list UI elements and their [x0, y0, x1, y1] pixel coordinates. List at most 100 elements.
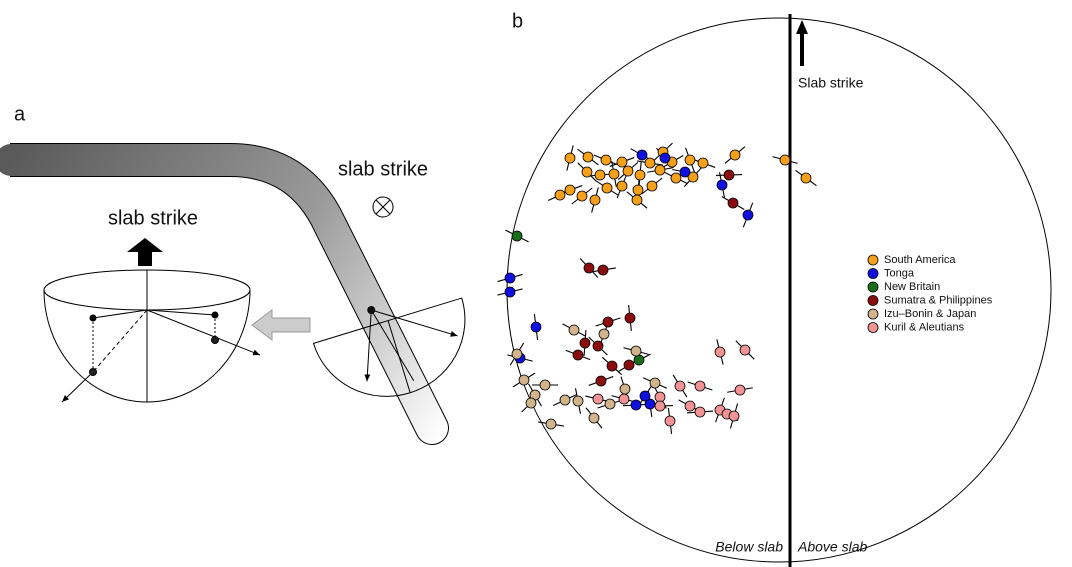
legend-marker [867, 281, 879, 293]
point [716, 179, 728, 191]
point [654, 400, 666, 412]
point [559, 394, 571, 406]
point [564, 184, 576, 196]
hemisphere-right [312, 297, 466, 397]
below-caption: Below slab [715, 539, 783, 555]
point [659, 152, 671, 164]
slab [0, 140, 449, 445]
point [654, 164, 666, 176]
point [594, 169, 606, 181]
point [595, 375, 607, 387]
point [649, 377, 661, 389]
point [619, 383, 631, 395]
hemisphere-left [43, 269, 261, 403]
legend-marker [867, 254, 879, 266]
point [530, 321, 542, 333]
point [632, 184, 644, 196]
point [684, 400, 696, 412]
point [606, 360, 618, 372]
slab-strike-caption: slab strike [338, 158, 428, 180]
strike-arrow [127, 238, 163, 266]
point [588, 412, 600, 424]
point [592, 393, 604, 405]
point [579, 337, 591, 349]
points [497, 142, 817, 434]
point [623, 359, 635, 371]
point [622, 165, 634, 177]
point [634, 169, 646, 181]
point [714, 346, 726, 358]
point [608, 168, 620, 180]
point [511, 348, 523, 360]
point [723, 169, 735, 181]
point [624, 312, 636, 324]
point [592, 340, 604, 352]
point [602, 316, 614, 328]
point [742, 209, 754, 221]
point [616, 180, 628, 192]
point [800, 172, 812, 184]
point [597, 264, 609, 276]
point [734, 384, 746, 396]
point [545, 418, 557, 430]
point [601, 182, 613, 194]
above-caption: Above slab [797, 539, 867, 555]
point [554, 189, 566, 201]
point [644, 157, 656, 169]
point [618, 393, 630, 405]
projection-arrow [251, 309, 311, 341]
point [639, 390, 651, 402]
point [568, 324, 580, 336]
into-page-symbol [372, 196, 394, 218]
point [504, 272, 516, 284]
point [518, 374, 530, 386]
point [630, 399, 642, 411]
point [694, 406, 706, 418]
legend-label: Sumatra & Philippines [884, 294, 993, 306]
point [694, 380, 706, 392]
point [779, 154, 791, 166]
point [684, 154, 696, 166]
point [600, 154, 612, 166]
point [630, 345, 642, 357]
point [572, 395, 584, 407]
legend-label: Kuril & Aleutians [884, 321, 965, 333]
point [598, 328, 610, 340]
legend-label: Tonga [884, 267, 915, 279]
point [589, 194, 601, 206]
point [525, 397, 537, 409]
legend-marker [867, 322, 879, 333]
point [572, 349, 584, 361]
arrow-caption: Slab strike [798, 75, 864, 91]
point [504, 286, 516, 298]
legend-marker [867, 308, 879, 320]
point [654, 391, 666, 403]
point [674, 380, 686, 392]
point [664, 415, 676, 427]
point [728, 410, 740, 422]
point [697, 157, 709, 169]
strike-arrow [796, 20, 808, 66]
panel-label: a [14, 103, 26, 125]
point [511, 230, 523, 242]
point [679, 166, 691, 178]
point [739, 344, 751, 356]
point [636, 149, 648, 161]
point [616, 156, 628, 168]
point [576, 190, 588, 202]
point [564, 152, 576, 164]
legend-label: New Britain [884, 281, 940, 293]
point [670, 172, 682, 184]
legend-label: South America [884, 254, 956, 266]
point [583, 262, 595, 274]
point [631, 194, 643, 206]
point [729, 149, 741, 161]
slab-strike-caption: slab strike [108, 207, 198, 229]
point [581, 166, 593, 178]
legend-label: Izu–Bonin & Japan [884, 308, 976, 320]
legend-marker [867, 268, 879, 279]
legend-marker [867, 295, 879, 306]
point [727, 197, 739, 209]
